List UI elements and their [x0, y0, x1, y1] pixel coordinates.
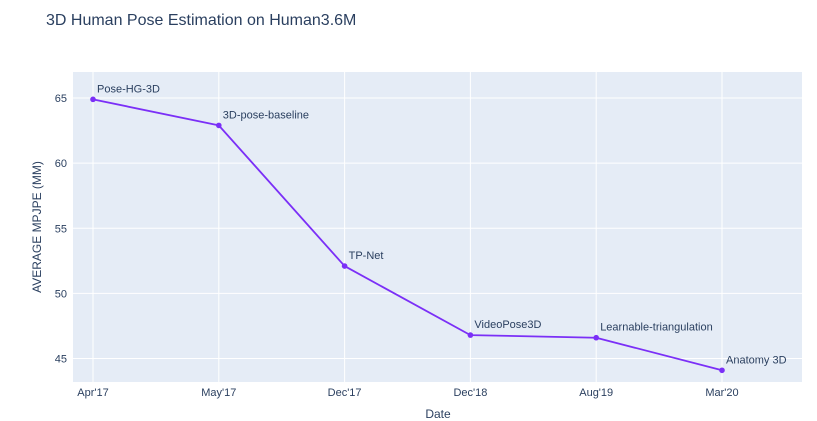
chart-title: 3D Human Pose Estimation on Human3.6M [46, 12, 357, 29]
point-label: Anatomy 3D [726, 354, 787, 366]
data-point [719, 367, 725, 374]
data-point [341, 263, 348, 269]
y-tick-label: 65 [55, 93, 67, 105]
x-tick-label: May'17 [201, 387, 236, 399]
y-tick-label: 60 [55, 158, 67, 170]
x-tick-label: Dec'17 [328, 387, 362, 399]
y-tick-label: 45 [55, 354, 67, 366]
y-tick-label: 50 [55, 288, 67, 300]
data-point [467, 332, 474, 338]
point-labels: Pose-HG-3D 3D-pose-baseline TP-Net VideoPos… [97, 83, 787, 366]
point-label: TP-Net [349, 250, 384, 262]
x-tick-label: Dec'18 [453, 387, 487, 399]
plot-area [73, 72, 802, 382]
point-label: Learnable-triangulation [600, 322, 713, 334]
grid-lines [73, 72, 802, 382]
data-point [90, 96, 96, 103]
data-point [593, 334, 599, 341]
x-tick-label: Apr'17 [77, 387, 108, 399]
series-layer [90, 96, 725, 374]
x-tick-label: Aug'19 [579, 387, 613, 399]
point-label: VideoPose3D [474, 319, 541, 331]
axis-ticks: Apr'17 May'17 Dec'17 Dec'18 Aug'19 Mar'20 45 50… [55, 93, 739, 399]
point-label: 3D-pose-baseline [223, 109, 309, 121]
x-tick-label: Mar'20 [705, 387, 738, 399]
series-line [92, 98, 723, 372]
data-point [216, 122, 222, 129]
y-tick-label: 55 [55, 223, 67, 235]
point-label: Pose-HG-3D [97, 83, 160, 95]
